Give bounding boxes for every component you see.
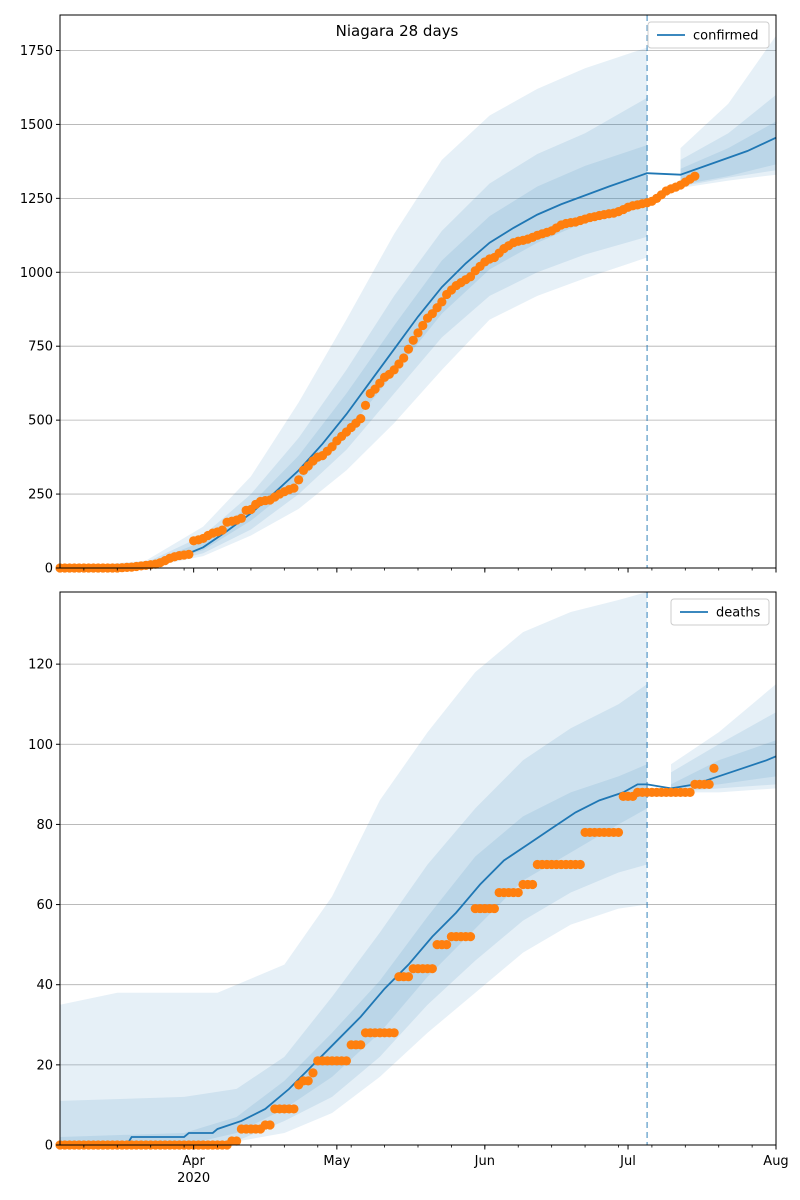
y-tick-label: 120 (28, 658, 53, 673)
observed-point (403, 344, 414, 354)
y-tick-label: 1500 (20, 118, 53, 133)
observed-point (613, 827, 624, 838)
observed-point (289, 1104, 299, 1114)
y-tick-label: 40 (36, 978, 53, 993)
x-tick-label: Jul (619, 1154, 636, 1169)
observed-point (236, 513, 246, 523)
observed-point (217, 525, 227, 535)
y-tick-label: 20 (36, 1058, 53, 1073)
outer-band-fit (60, 47, 648, 568)
observed-point (527, 879, 538, 890)
legend-box (670, 598, 770, 626)
y-tick-label: 1750 (20, 44, 53, 59)
x-year-label: 2020 (177, 1171, 210, 1186)
y-tick-label: 250 (28, 488, 53, 503)
observed-point (489, 903, 499, 914)
observed-point (442, 940, 452, 950)
observed-point (513, 887, 523, 898)
middle-band-forecast (670, 712, 776, 793)
observed-point (685, 787, 695, 797)
middle-band-fit (60, 97, 648, 569)
x-tick-label: Aug (763, 1154, 788, 1169)
observed-point (704, 779, 714, 789)
outer-band-fit (60, 592, 648, 1145)
y-tick-label: 500 (28, 414, 53, 429)
observed-point (408, 335, 418, 345)
observed-point (356, 1040, 366, 1050)
deaths-panel: 0 20 40 60 80 100 120 Apr May Jun Jul Aug 2020 deaths (28, 591, 789, 1186)
outer-band-forecast (680, 35, 776, 188)
observed-point (427, 964, 437, 974)
observed-point (413, 328, 423, 338)
legend-label: confirmed (693, 29, 759, 44)
x-tick-label: Jun (474, 1154, 495, 1169)
observed-point (690, 171, 700, 181)
middle-band-fit (60, 684, 648, 1145)
model-line (59, 136, 777, 569)
observed-point (360, 400, 371, 410)
confirmed-panel: 0 250 500 750 1000 1250 1500 1750 confirmed (20, 14, 777, 577)
y-tick-label: 1000 (20, 266, 53, 281)
observed-point (294, 475, 304, 485)
y-tick-label: 0 (45, 1139, 53, 1154)
observed-point (389, 1028, 399, 1038)
middle-band-forecast (680, 94, 776, 187)
observed-point (418, 320, 428, 331)
observed-point (465, 932, 476, 942)
observed-point (399, 353, 409, 363)
observed-point (341, 1056, 351, 1066)
y-tick-label: 750 (28, 340, 53, 355)
observed-point (403, 972, 414, 982)
y-tick-label: 60 (36, 898, 53, 913)
observed-point (184, 549, 194, 559)
figure-title: Niagara 28 days (336, 22, 459, 40)
inner-band-forecast (670, 740, 776, 789)
inner-band-fit (60, 764, 648, 1145)
observed-point (356, 414, 366, 424)
legend-box (647, 21, 770, 49)
y-tick-label: 100 (28, 738, 53, 753)
observed-point (308, 1068, 318, 1078)
x-tick-label: Apr (182, 1154, 205, 1169)
y-tick-label: 1250 (20, 192, 53, 207)
model-line (60, 755, 777, 1146)
observed-point (303, 1076, 313, 1086)
inner-band-forecast (680, 121, 776, 186)
x-tick-label: May (323, 1154, 350, 1169)
y-tick-label: 80 (36, 818, 53, 833)
observed-point (289, 483, 299, 493)
observed-point (575, 859, 585, 870)
observed-point (265, 1120, 275, 1130)
legend-label: deaths (716, 606, 761, 621)
y-tick-label: 0 (45, 562, 53, 577)
observed-point (709, 763, 719, 773)
observed-point (437, 297, 447, 307)
observed-point (232, 1136, 242, 1146)
